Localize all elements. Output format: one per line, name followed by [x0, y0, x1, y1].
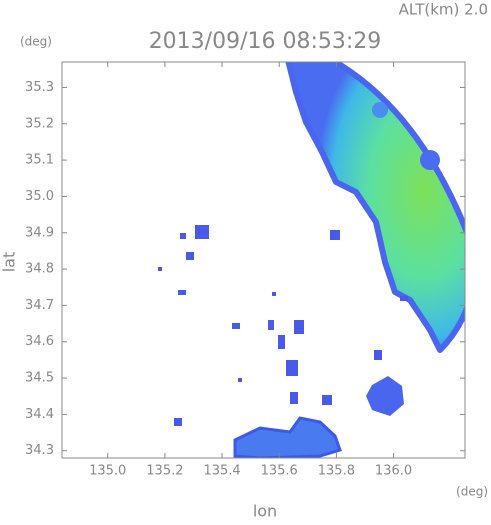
x-tick-label: 135.2 [146, 464, 183, 479]
x-unit: (deg) [456, 485, 488, 499]
y-tick-label: 35.0 [25, 189, 54, 204]
y-tick-label: 34.3 [25, 443, 54, 458]
y-tick-label: 34.5 [25, 371, 54, 386]
altitude-label: ALT(km) 2.0 [399, 1, 488, 19]
y-tick-label: 35.2 [25, 116, 54, 131]
y-tick-label: 35.1 [25, 153, 54, 168]
echo-speckles [158, 225, 408, 426]
echo-cell [372, 102, 388, 118]
echo-bottom [233, 416, 342, 458]
y-tick-label: 34.6 [25, 334, 54, 349]
y-tick-label: 34.7 [25, 298, 54, 313]
echo-blob [366, 376, 404, 416]
radar-echoes [158, 62, 465, 458]
x-tick-label: 136.0 [375, 464, 412, 479]
x-tick-label: 135.4 [203, 464, 240, 479]
chart-title: 2013/09/16 08:53:29 [149, 29, 382, 54]
echo-main [285, 62, 465, 353]
y-axis-label: lat [0, 252, 19, 273]
x-axis-label: lon [253, 502, 277, 521]
x-tick-label: 135.0 [89, 464, 126, 479]
y-unit: (deg) [20, 35, 52, 49]
y-tick-label: 35.3 [25, 80, 54, 95]
x-tick-label: 135.6 [261, 464, 298, 479]
y-tick-label: 34.4 [25, 407, 54, 422]
x-tick-label: 135.8 [318, 464, 355, 479]
echo-cell [420, 150, 440, 170]
y-tick-label: 34.9 [25, 225, 54, 240]
y-tick-label: 34.8 [25, 262, 54, 277]
plot-frame [61, 61, 466, 459]
